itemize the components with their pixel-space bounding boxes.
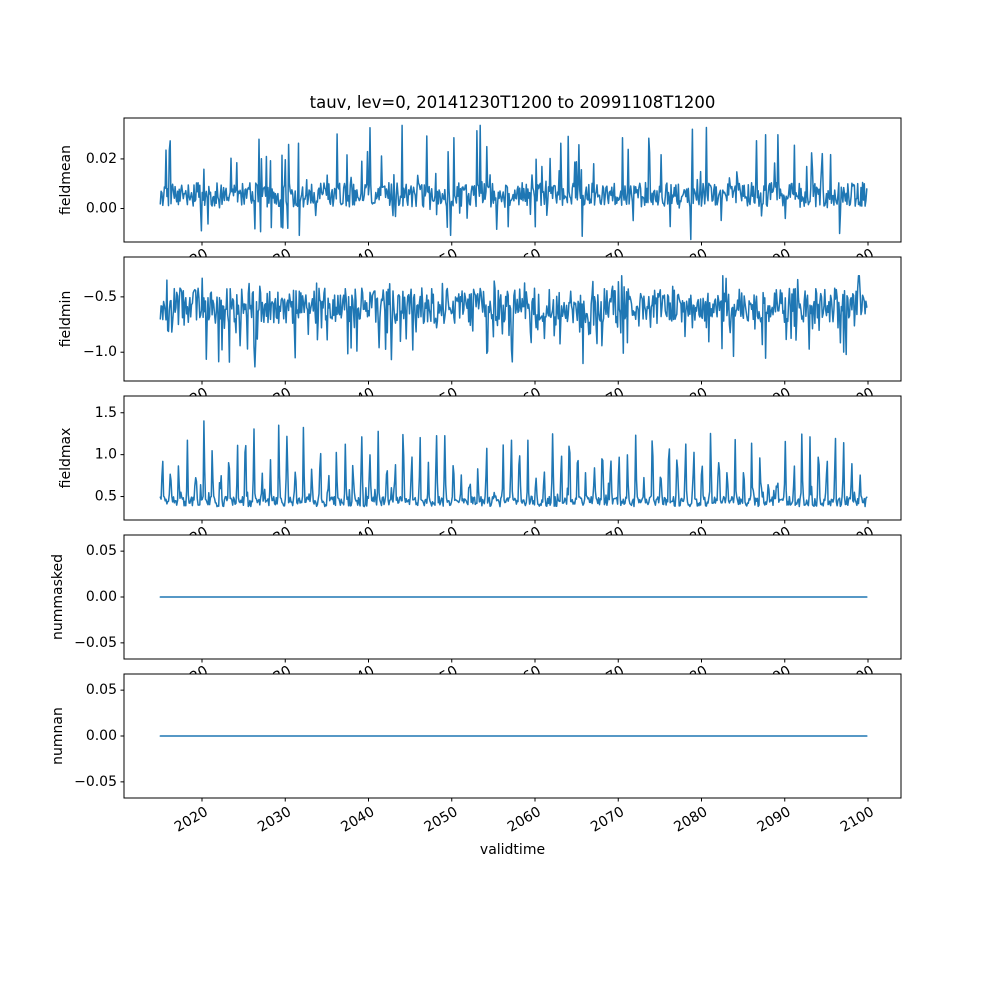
x-tick-label: 2100 <box>838 804 877 836</box>
x-tick-label: 2020 <box>172 663 211 695</box>
axes-layer: 0.05 0.00 −0.05 2020 2030 2040 2050 2060 2070 208… <box>74 534 902 695</box>
x-tick-label: 2040 <box>338 246 377 278</box>
x-tick-label: 2030 <box>255 524 294 556</box>
x-tick-label: 2100 <box>838 524 877 556</box>
x-tick-label: 2040 <box>338 804 377 836</box>
x-tick-label: 2040 <box>338 385 377 417</box>
axes-layer: 0.05 0.00 −0.05 2020 2030 2040 2050 2060 2070 208… <box>74 673 902 836</box>
x-tick-label: 2090 <box>755 524 794 556</box>
y-axis-label-numnan: numnan <box>50 707 66 765</box>
series-line-fieldmax <box>159 420 868 508</box>
x-tick-label: 2070 <box>588 804 627 836</box>
y-tick-label: −0.05 <box>74 635 117 651</box>
axes-background <box>124 257 901 381</box>
x-tick-label: 2080 <box>671 524 710 556</box>
x-tick-label: 2090 <box>755 246 794 278</box>
x-tick-label: 2100 <box>838 385 877 417</box>
axes-frame <box>123 395 902 521</box>
axes-layer: −0.5 −1.0 2020 2030 2040 2050 2060 2070 2080 2090… <box>83 256 902 417</box>
x-tick-label: 2100 <box>838 246 877 278</box>
axes-frame <box>123 256 902 382</box>
x-tick-label: 2050 <box>422 246 461 278</box>
x-tick-label: 2070 <box>588 524 627 556</box>
y-tick-label: 0.00 <box>86 589 117 605</box>
axes-frame <box>123 117 902 243</box>
x-tick-label: 2050 <box>422 663 461 695</box>
x-tick-label: 2060 <box>505 524 544 556</box>
x-tick-label: 2050 <box>422 804 461 836</box>
subplot-numnan: 0.05 0.00 −0.05 2020 2030 2040 2050 2060 2070 208… <box>50 673 902 836</box>
x-tick-label: 2100 <box>838 663 877 695</box>
x-tick-label: 2070 <box>588 246 627 278</box>
x-tick-label: 2060 <box>505 246 544 278</box>
x-tick-label: 2070 <box>588 663 627 695</box>
subplot-fieldmean: 0.02 0.00 2020 2030 2040 2050 2060 2070 2080 2090… <box>58 117 902 278</box>
x-tick-label: 2030 <box>255 385 294 417</box>
x-tick-label: 2050 <box>422 524 461 556</box>
x-tick-label: 2060 <box>505 804 544 836</box>
subplot-fieldmax: 1.5 1.0 0.5 2020 2030 2040 2050 2060 2070 2080 209… <box>58 395 902 556</box>
x-tick-label: 2020 <box>172 385 211 417</box>
x-tick-label: 2080 <box>671 804 710 836</box>
x-tick-label: 2020 <box>172 524 211 556</box>
y-axis-label-nummasked: nummasked <box>50 554 66 640</box>
x-tick-label: 2080 <box>671 385 710 417</box>
x-tick-label: 2060 <box>505 663 544 695</box>
y-tick-label: 0.05 <box>86 543 117 559</box>
subplot-fieldmin: −0.5 −1.0 2020 2030 2040 2050 2060 2070 2080 2090… <box>58 256 902 417</box>
x-tick-label: 2030 <box>255 804 294 836</box>
axes-layer: 1.5 1.0 0.5 2020 2030 2040 2050 2060 2070 2080 209… <box>95 395 902 556</box>
x-tick-label: 2060 <box>505 385 544 417</box>
x-tick-label: 2080 <box>671 663 710 695</box>
chart-title: tauv, lev=0, 20141230T1200 to 20991108T1… <box>309 93 716 112</box>
x-tick-label: 2030 <box>255 663 294 695</box>
axes-layer: 0.02 0.00 2020 2030 2040 2050 2060 2070 2080 2090… <box>86 117 902 278</box>
y-tick-label: 1.0 <box>95 447 117 463</box>
y-axis-label-fieldmean: fieldmean <box>58 145 74 215</box>
y-axis-label-fieldmax: fieldmax <box>58 428 74 489</box>
axes-background <box>124 535 901 659</box>
axes-frame <box>123 534 902 660</box>
y-axis-label-fieldmin: fieldmin <box>58 291 74 348</box>
subplot-nummasked: 0.05 0.00 −0.05 2020 2030 2040 2050 2060 2070 208… <box>50 534 902 695</box>
x-tick-label: 2020 <box>172 246 211 278</box>
x-tick-label: 2080 <box>671 246 710 278</box>
y-tick-label: −0.5 <box>83 289 117 305</box>
x-tick-label: 2040 <box>338 663 377 695</box>
axes-background <box>124 674 901 798</box>
series-line-fieldmean <box>159 124 868 241</box>
x-tick-label: 2050 <box>422 385 461 417</box>
y-tick-label: 0.05 <box>86 682 117 698</box>
axes-background <box>124 396 901 520</box>
y-tick-label: −1.0 <box>83 344 117 360</box>
y-tick-label: 0.00 <box>86 728 117 744</box>
x-axis-label: validtime <box>479 842 546 858</box>
x-tick-label: 2020 <box>172 804 211 836</box>
series-line-fieldmin <box>159 275 868 368</box>
y-tick-label: −0.05 <box>74 774 117 790</box>
y-tick-label: 0.02 <box>86 151 117 167</box>
x-tick-label: 2090 <box>755 663 794 695</box>
x-tick-label: 2030 <box>255 246 294 278</box>
axes-background <box>124 118 901 242</box>
x-tick-label: 2090 <box>755 804 794 836</box>
x-tick-label: 2040 <box>338 524 377 556</box>
y-tick-label: 0.5 <box>95 489 117 505</box>
x-tick-label: 2070 <box>588 385 627 417</box>
axes-frame <box>123 673 902 799</box>
y-tick-label: 1.5 <box>95 405 117 421</box>
y-tick-label: 0.00 <box>86 201 117 217</box>
x-tick-label: 2090 <box>755 385 794 417</box>
